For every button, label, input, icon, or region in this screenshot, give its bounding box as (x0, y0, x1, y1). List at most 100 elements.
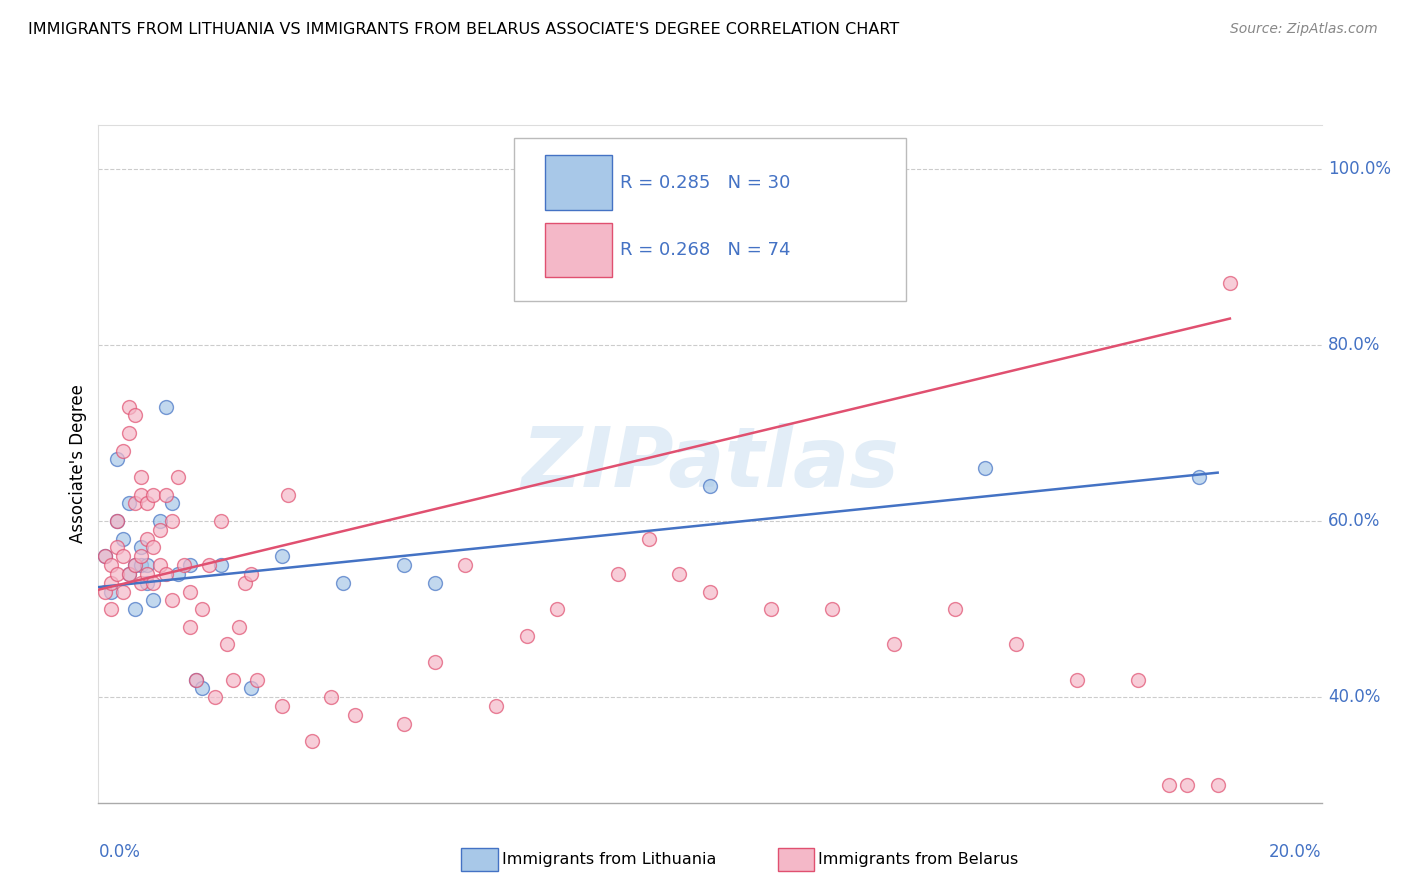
Point (142, 488, 165, 502)
Point (344, 707, 367, 722)
Point (668, 566, 690, 581)
Point (129, 549, 152, 564)
Y-axis label: Associate's Degree: Associate's Degree (69, 384, 87, 543)
Point (129, 488, 152, 502)
Point (160, 514, 183, 528)
Point (167, 566, 190, 581)
Point (197, 558, 219, 573)
Point (222, 673, 245, 687)
Point (423, 575, 446, 590)
Text: Immigrants from Lithuania: Immigrants from Lithuania (502, 853, 716, 867)
Point (186, 673, 208, 687)
Point (454, 558, 477, 573)
Point (974, 461, 997, 475)
Point (277, 488, 299, 502)
Point (149, 523, 172, 537)
Point (160, 593, 183, 607)
Point (111, 584, 134, 599)
Text: 40.0%: 40.0% (1327, 688, 1381, 706)
Text: IMMIGRANTS FROM LITHUANIA VS IMMIGRANTS FROM BELARUS ASSOCIATE'S DEGREE CORRELAT: IMMIGRANTS FROM LITHUANIA VS IMMIGRANTS … (28, 22, 900, 37)
Point (699, 479, 721, 493)
Point (155, 488, 177, 502)
Point (179, 584, 201, 599)
Text: 60.0%: 60.0% (1327, 512, 1381, 530)
Point (209, 514, 232, 528)
Text: 100.0%: 100.0% (1327, 160, 1391, 178)
Point (392, 716, 416, 731)
Point (149, 514, 172, 528)
Point (124, 602, 146, 616)
Point (136, 566, 159, 581)
Point (204, 690, 226, 705)
Point (129, 470, 152, 484)
FancyBboxPatch shape (546, 155, 612, 210)
Point (1175, 778, 1198, 792)
Point (111, 443, 134, 458)
Point (142, 593, 165, 607)
Point (100, 584, 122, 599)
Point (167, 470, 190, 484)
Point (124, 496, 146, 510)
Point (111, 532, 134, 546)
Point (129, 541, 152, 555)
Point (105, 514, 128, 528)
Point (105, 452, 128, 467)
Point (118, 496, 141, 510)
Point (319, 690, 342, 705)
Point (179, 620, 201, 634)
Point (142, 575, 165, 590)
Point (105, 514, 128, 528)
Point (93, 549, 115, 564)
Point (191, 602, 214, 616)
Text: Source: ZipAtlas.com: Source: ZipAtlas.com (1230, 22, 1378, 37)
Point (301, 734, 323, 748)
Point (516, 628, 538, 642)
FancyBboxPatch shape (515, 138, 905, 301)
Point (111, 549, 134, 564)
Point (270, 549, 292, 564)
Point (105, 541, 128, 555)
Point (136, 496, 159, 510)
Point (118, 400, 141, 414)
Point (118, 566, 141, 581)
Point (155, 566, 177, 581)
Point (1128, 673, 1150, 687)
Point (124, 558, 146, 573)
Point (1066, 673, 1088, 687)
Point (129, 558, 152, 573)
Point (1219, 277, 1241, 291)
Point (149, 558, 172, 573)
Point (607, 566, 630, 581)
Point (142, 541, 165, 555)
Point (228, 620, 250, 634)
Point (93, 549, 115, 564)
Point (186, 673, 208, 687)
Point (485, 698, 508, 713)
Point (124, 558, 146, 573)
Point (136, 532, 159, 546)
Point (160, 496, 183, 510)
Point (821, 602, 844, 616)
Point (637, 532, 661, 546)
Point (699, 584, 721, 599)
Text: R = 0.285   N = 30: R = 0.285 N = 30 (620, 174, 790, 192)
Point (129, 575, 152, 590)
Point (270, 698, 292, 713)
Point (118, 425, 141, 440)
Point (118, 566, 141, 581)
Point (392, 558, 416, 573)
Text: Immigrants from Belarus: Immigrants from Belarus (818, 853, 1018, 867)
Point (215, 637, 238, 651)
Text: 20.0%: 20.0% (1270, 844, 1322, 862)
Point (1004, 637, 1026, 651)
Point (124, 409, 146, 423)
Point (100, 575, 122, 590)
Point (209, 558, 232, 573)
Point (155, 400, 177, 414)
Point (191, 681, 214, 696)
FancyBboxPatch shape (546, 223, 612, 277)
Point (233, 575, 256, 590)
Point (1188, 470, 1211, 484)
Point (240, 566, 263, 581)
Point (136, 558, 159, 573)
